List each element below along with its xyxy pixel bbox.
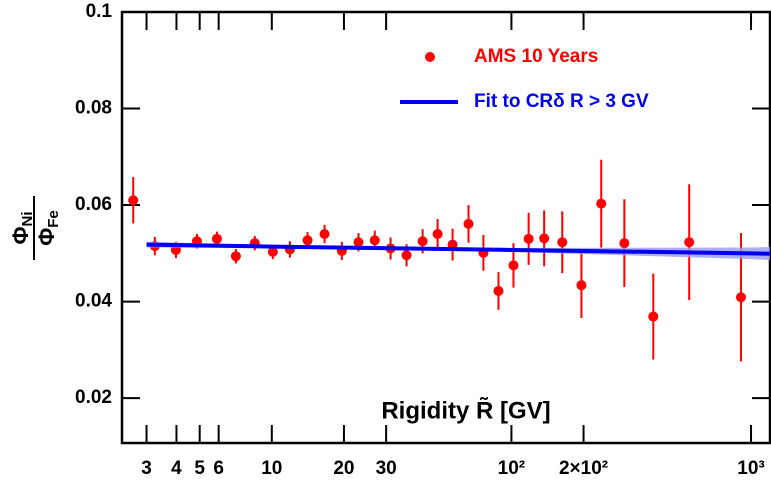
- data-point: [557, 237, 568, 248]
- y-tick-label: 0.1: [86, 1, 113, 22]
- legend-label: Fit to CRδ R > 3 GV: [474, 91, 649, 112]
- y-tick-label: 0.02: [75, 387, 112, 408]
- x-tick-label: 20: [333, 458, 354, 479]
- data-point: [523, 233, 534, 244]
- data-point: [648, 311, 659, 322]
- data-point: [493, 285, 504, 296]
- x-tick-label: 2×10²: [559, 458, 608, 479]
- fit-line: [146, 242, 770, 256]
- data-point: [211, 233, 222, 244]
- data-point: [128, 195, 139, 206]
- x-tick-label: 4: [171, 458, 182, 479]
- y-label-numerator: ΦNi: [8, 211, 36, 244]
- data-point: [417, 236, 428, 247]
- data-point: [684, 237, 695, 248]
- y-label-subscript: Ni: [19, 211, 36, 226]
- y-label-symbol: Φ: [34, 228, 59, 246]
- y-label-denominator: ΦFe: [34, 210, 62, 246]
- y-label-subscript: Fe: [45, 210, 62, 228]
- legend-marker: [425, 52, 435, 62]
- data-point: [596, 198, 607, 209]
- data-point: [267, 246, 278, 257]
- x-tick-label: 6: [213, 458, 224, 479]
- x-tick-label: 30: [376, 458, 397, 479]
- data-point: [230, 251, 241, 262]
- data-point: [463, 218, 474, 229]
- data-point: [576, 280, 587, 291]
- data-point: [369, 235, 380, 246]
- legend-label: AMS 10 Years: [474, 46, 598, 67]
- data-point: [508, 260, 519, 271]
- data-point: [735, 292, 746, 303]
- x-tick-label: 10: [261, 458, 282, 479]
- x-tick-label: 10²: [498, 458, 525, 479]
- data-point: [619, 238, 630, 249]
- y-axis-label: ΦNi ΦFe: [8, 196, 62, 260]
- y-tick-label: 0.06: [75, 194, 112, 215]
- data-point: [319, 229, 330, 240]
- data-point: [539, 233, 550, 244]
- y-tick-label: 0.04: [75, 291, 112, 312]
- y-tick-label: 0.08: [75, 98, 112, 119]
- data-point: [353, 237, 364, 248]
- data-point: [302, 235, 313, 246]
- x-tick-label: 10³: [737, 458, 764, 479]
- plot-area: 0.02 0.04 0.06 0.08 0.1 3 4 5 6 10 20 30 10² 2×10² 10³…: [75, 1, 771, 479]
- data-point: [432, 229, 443, 240]
- y-label-symbol: Φ: [8, 226, 33, 244]
- x-tick-label: 3: [141, 458, 152, 479]
- x-tick-label: 5: [194, 458, 205, 479]
- x-axis-label: Rigidity R̃ [GV]: [381, 397, 550, 425]
- data-point: [401, 250, 412, 261]
- plot-frame: [120, 10, 771, 445]
